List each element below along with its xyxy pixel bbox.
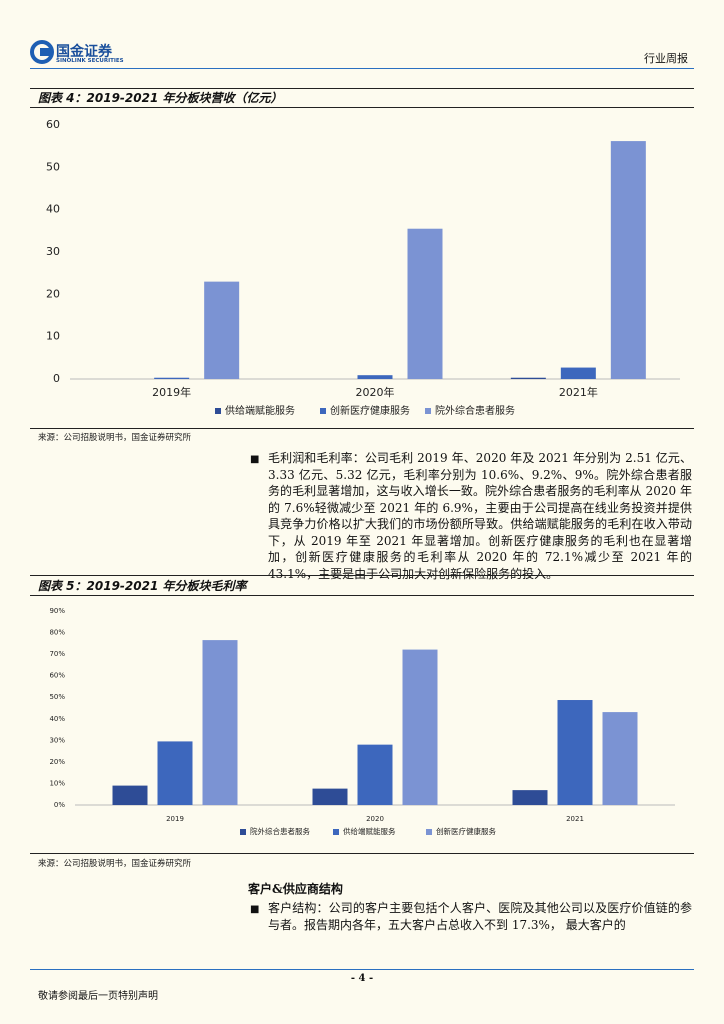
y-tick-label: 10 bbox=[46, 330, 60, 343]
bar bbox=[602, 712, 638, 805]
bar bbox=[402, 649, 438, 805]
y-tick-label: 20% bbox=[49, 758, 65, 766]
legend-label: 供给端赋能服务 bbox=[343, 826, 396, 836]
figure-rule bbox=[30, 595, 694, 596]
legend-swatch bbox=[425, 408, 431, 414]
footer-rule bbox=[30, 969, 694, 970]
bar bbox=[154, 377, 190, 379]
figure-rule bbox=[30, 853, 694, 854]
y-tick-label: 0% bbox=[54, 801, 65, 809]
header-rule bbox=[30, 68, 694, 69]
y-tick-label: 80% bbox=[49, 629, 65, 637]
legend-swatch bbox=[240, 829, 246, 835]
report-type: 行业周报 bbox=[644, 52, 688, 65]
logo bbox=[30, 40, 54, 68]
y-tick-label: 30 bbox=[46, 245, 60, 258]
bar bbox=[357, 744, 393, 805]
y-tick-label: 20 bbox=[46, 287, 60, 300]
figure-rule bbox=[30, 107, 694, 108]
y-tick-label: 60 bbox=[46, 118, 60, 131]
x-tick-label: 2019年 bbox=[152, 385, 191, 399]
legend-swatch bbox=[215, 408, 221, 414]
bar bbox=[512, 790, 548, 805]
figure-title: 图表 4：2019-2021 年分板块营收（亿元） bbox=[38, 91, 283, 105]
y-tick-label: 70% bbox=[49, 650, 65, 658]
page-number: - 4 - bbox=[350, 973, 374, 984]
bar bbox=[557, 700, 593, 805]
legend-label: 创新医疗健康服务 bbox=[330, 404, 410, 417]
x-tick-label: 2020 bbox=[366, 815, 384, 823]
x-tick-label: 2019 bbox=[166, 815, 184, 823]
chart: 0% 10% 20% 30% 40% 50% 60% 70% 80% 90% 2019 2020 202… bbox=[49, 607, 675, 836]
y-tick-label: 0 bbox=[53, 372, 60, 385]
disclaimer: 敬请参阅最后一页特别声明 bbox=[38, 991, 158, 1002]
figure-rule bbox=[30, 88, 694, 89]
bar bbox=[610, 141, 646, 379]
y-tick-label: 90% bbox=[49, 607, 65, 615]
paragraph: 毛利润和毛利率：公司毛利 2019 年、2020 年及 2021 年分别为 2.… bbox=[268, 451, 692, 581]
x-tick-label: 2020年 bbox=[356, 385, 395, 399]
bar bbox=[112, 785, 148, 805]
bullet: ■ bbox=[250, 904, 260, 915]
y-tick-label: 60% bbox=[49, 672, 65, 680]
logo-icon bbox=[30, 40, 54, 64]
figure-rule bbox=[30, 428, 694, 429]
brand: 国金证券 bbox=[56, 44, 112, 60]
source: 来源：公司招股说明书，国金证券研究所 bbox=[38, 433, 192, 443]
x-tick-label: 2021年 bbox=[559, 385, 598, 399]
bullet: ■ bbox=[250, 454, 260, 465]
bar bbox=[202, 640, 238, 805]
legend-swatch bbox=[333, 829, 339, 835]
bar bbox=[157, 741, 193, 805]
bar bbox=[312, 788, 348, 805]
legend-label: 供给端赋能服务 bbox=[225, 404, 295, 417]
source: 来源：公司招股说明书，国金证券研究所 bbox=[38, 859, 192, 869]
figure-rule bbox=[30, 575, 694, 576]
y-tick-label: 10% bbox=[49, 779, 65, 787]
section-heading: 客户&供应商结构 bbox=[248, 882, 343, 896]
legend-label: 创新医疗健康服务 bbox=[436, 826, 496, 836]
brand-en: SINOLINK SECURITIES bbox=[56, 58, 124, 64]
bar bbox=[357, 375, 393, 379]
legend-label: 院外综合患者服务 bbox=[250, 826, 310, 836]
bar bbox=[407, 228, 443, 379]
paragraph: 客户结构：公司的客户主要包括个人客户、医院及其他公司以及医疗价值链的参与者。报告… bbox=[268, 901, 692, 932]
y-tick-label: 40% bbox=[49, 715, 65, 723]
y-tick-label: 30% bbox=[49, 736, 65, 744]
y-tick-label: 40 bbox=[46, 203, 60, 216]
y-tick-label: 50 bbox=[46, 160, 60, 173]
bar bbox=[204, 281, 240, 379]
legend-swatch bbox=[426, 829, 432, 835]
x-tick-label: 2021 bbox=[566, 815, 584, 823]
y-tick-label: 50% bbox=[49, 693, 65, 701]
legend-swatch bbox=[320, 408, 326, 414]
figure-title: 图表 5：2019-2021 年分板块毛利率 bbox=[38, 579, 247, 593]
bar bbox=[510, 377, 546, 379]
legend-label: 院外综合患者服务 bbox=[435, 404, 515, 417]
bar bbox=[560, 367, 596, 379]
